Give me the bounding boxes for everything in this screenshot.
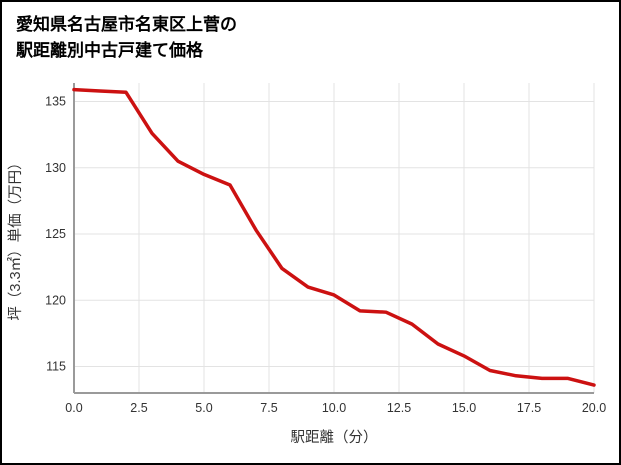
y-tick-label: 115 [46, 360, 66, 374]
chart-title: 愛知県名古屋市名東区上菅の 駅距離別中古戸建て価格 [2, 2, 619, 63]
y-tick-label: 130 [45, 161, 66, 175]
x-tick-label: 15.0 [452, 401, 476, 415]
x-axis-label: 駅距離（分） [291, 428, 378, 446]
x-tick-label: 12.5 [387, 401, 411, 415]
x-tick-label: 0.0 [65, 401, 82, 415]
x-tick-label: 7.5 [260, 401, 277, 415]
chart-title-line2: 駅距離別中古戸建て価格 [16, 40, 203, 60]
x-tick-label: 20.0 [582, 401, 606, 415]
x-tick-label: 17.5 [517, 401, 541, 415]
y-tick-label: 135 [45, 95, 66, 109]
x-tick-label: 2.5 [130, 401, 147, 415]
y-tick-label: 125 [45, 227, 66, 241]
y-tick-label: 120 [45, 293, 66, 307]
y-axis-label: 坪（3.3㎡）単価（万円） [7, 155, 24, 320]
chart-area: 0.0 2.5 5.0 7.5 10.0 12.5 15.0 17.5 20.0 115 120 12… [2, 63, 619, 463]
price-line-chart: 0.0 2.5 5.0 7.5 10.0 12.5 15.0 17.5 20.0 115 120 12… [7, 83, 606, 446]
x-tick-label: 10.0 [322, 401, 346, 415]
chart-title-line1: 愛知県名古屋市名東区上菅の [16, 15, 237, 34]
price-series-line [72, 87, 596, 387]
x-tick-label: 5.0 [195, 401, 212, 415]
